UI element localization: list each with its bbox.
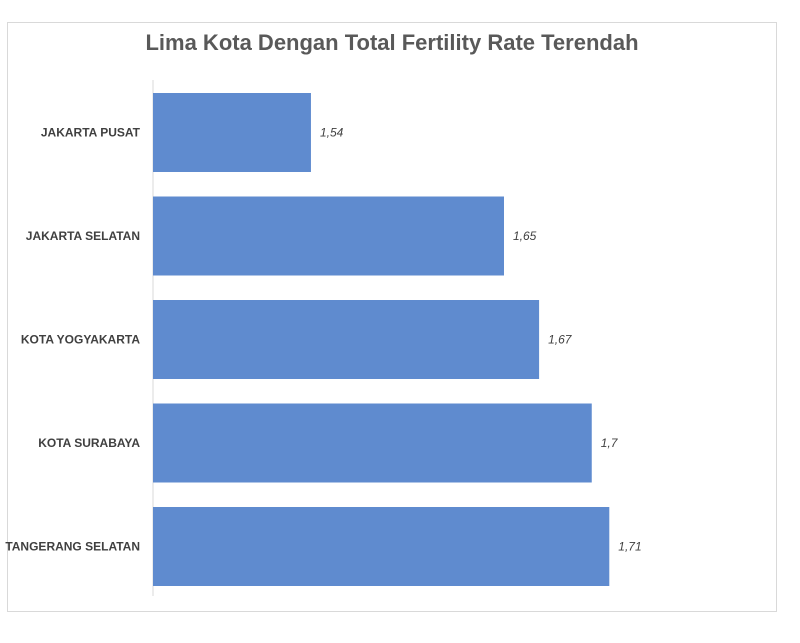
category-label: JAKARTA SELATAN	[26, 229, 140, 243]
category-label: JAKARTA PUSAT	[41, 126, 141, 140]
bar-jakarta-selatan	[153, 196, 504, 276]
category-label: KOTA YOGYAKARTA	[21, 333, 140, 347]
data-label: 1,54	[320, 126, 344, 140]
category-labels: JAKARTA PUSAT JAKARTA SELATAN KOTA YOGYAKA…	[5, 126, 140, 554]
bar-kota-surabaya	[153, 403, 592, 483]
category-label: KOTA SURABAYA	[38, 436, 140, 450]
data-label: 1,7	[601, 436, 619, 450]
data-label: 1,65	[513, 229, 537, 243]
category-label: TANGERANG SELATAN	[5, 540, 140, 554]
data-label: 1,71	[618, 540, 641, 554]
bar-jakarta-pusat	[153, 93, 311, 172]
data-labels: 1,54 1,65 1,67 1,7 1,71	[320, 126, 642, 554]
bar-tangerang-selatan	[153, 507, 610, 586]
chart-title: Lima Kota Dengan Total Fertility Rate Te…	[145, 30, 639, 55]
bar-series	[153, 93, 610, 586]
bar-kota-yogyakarta	[153, 300, 540, 379]
data-label: 1,67	[548, 333, 573, 347]
